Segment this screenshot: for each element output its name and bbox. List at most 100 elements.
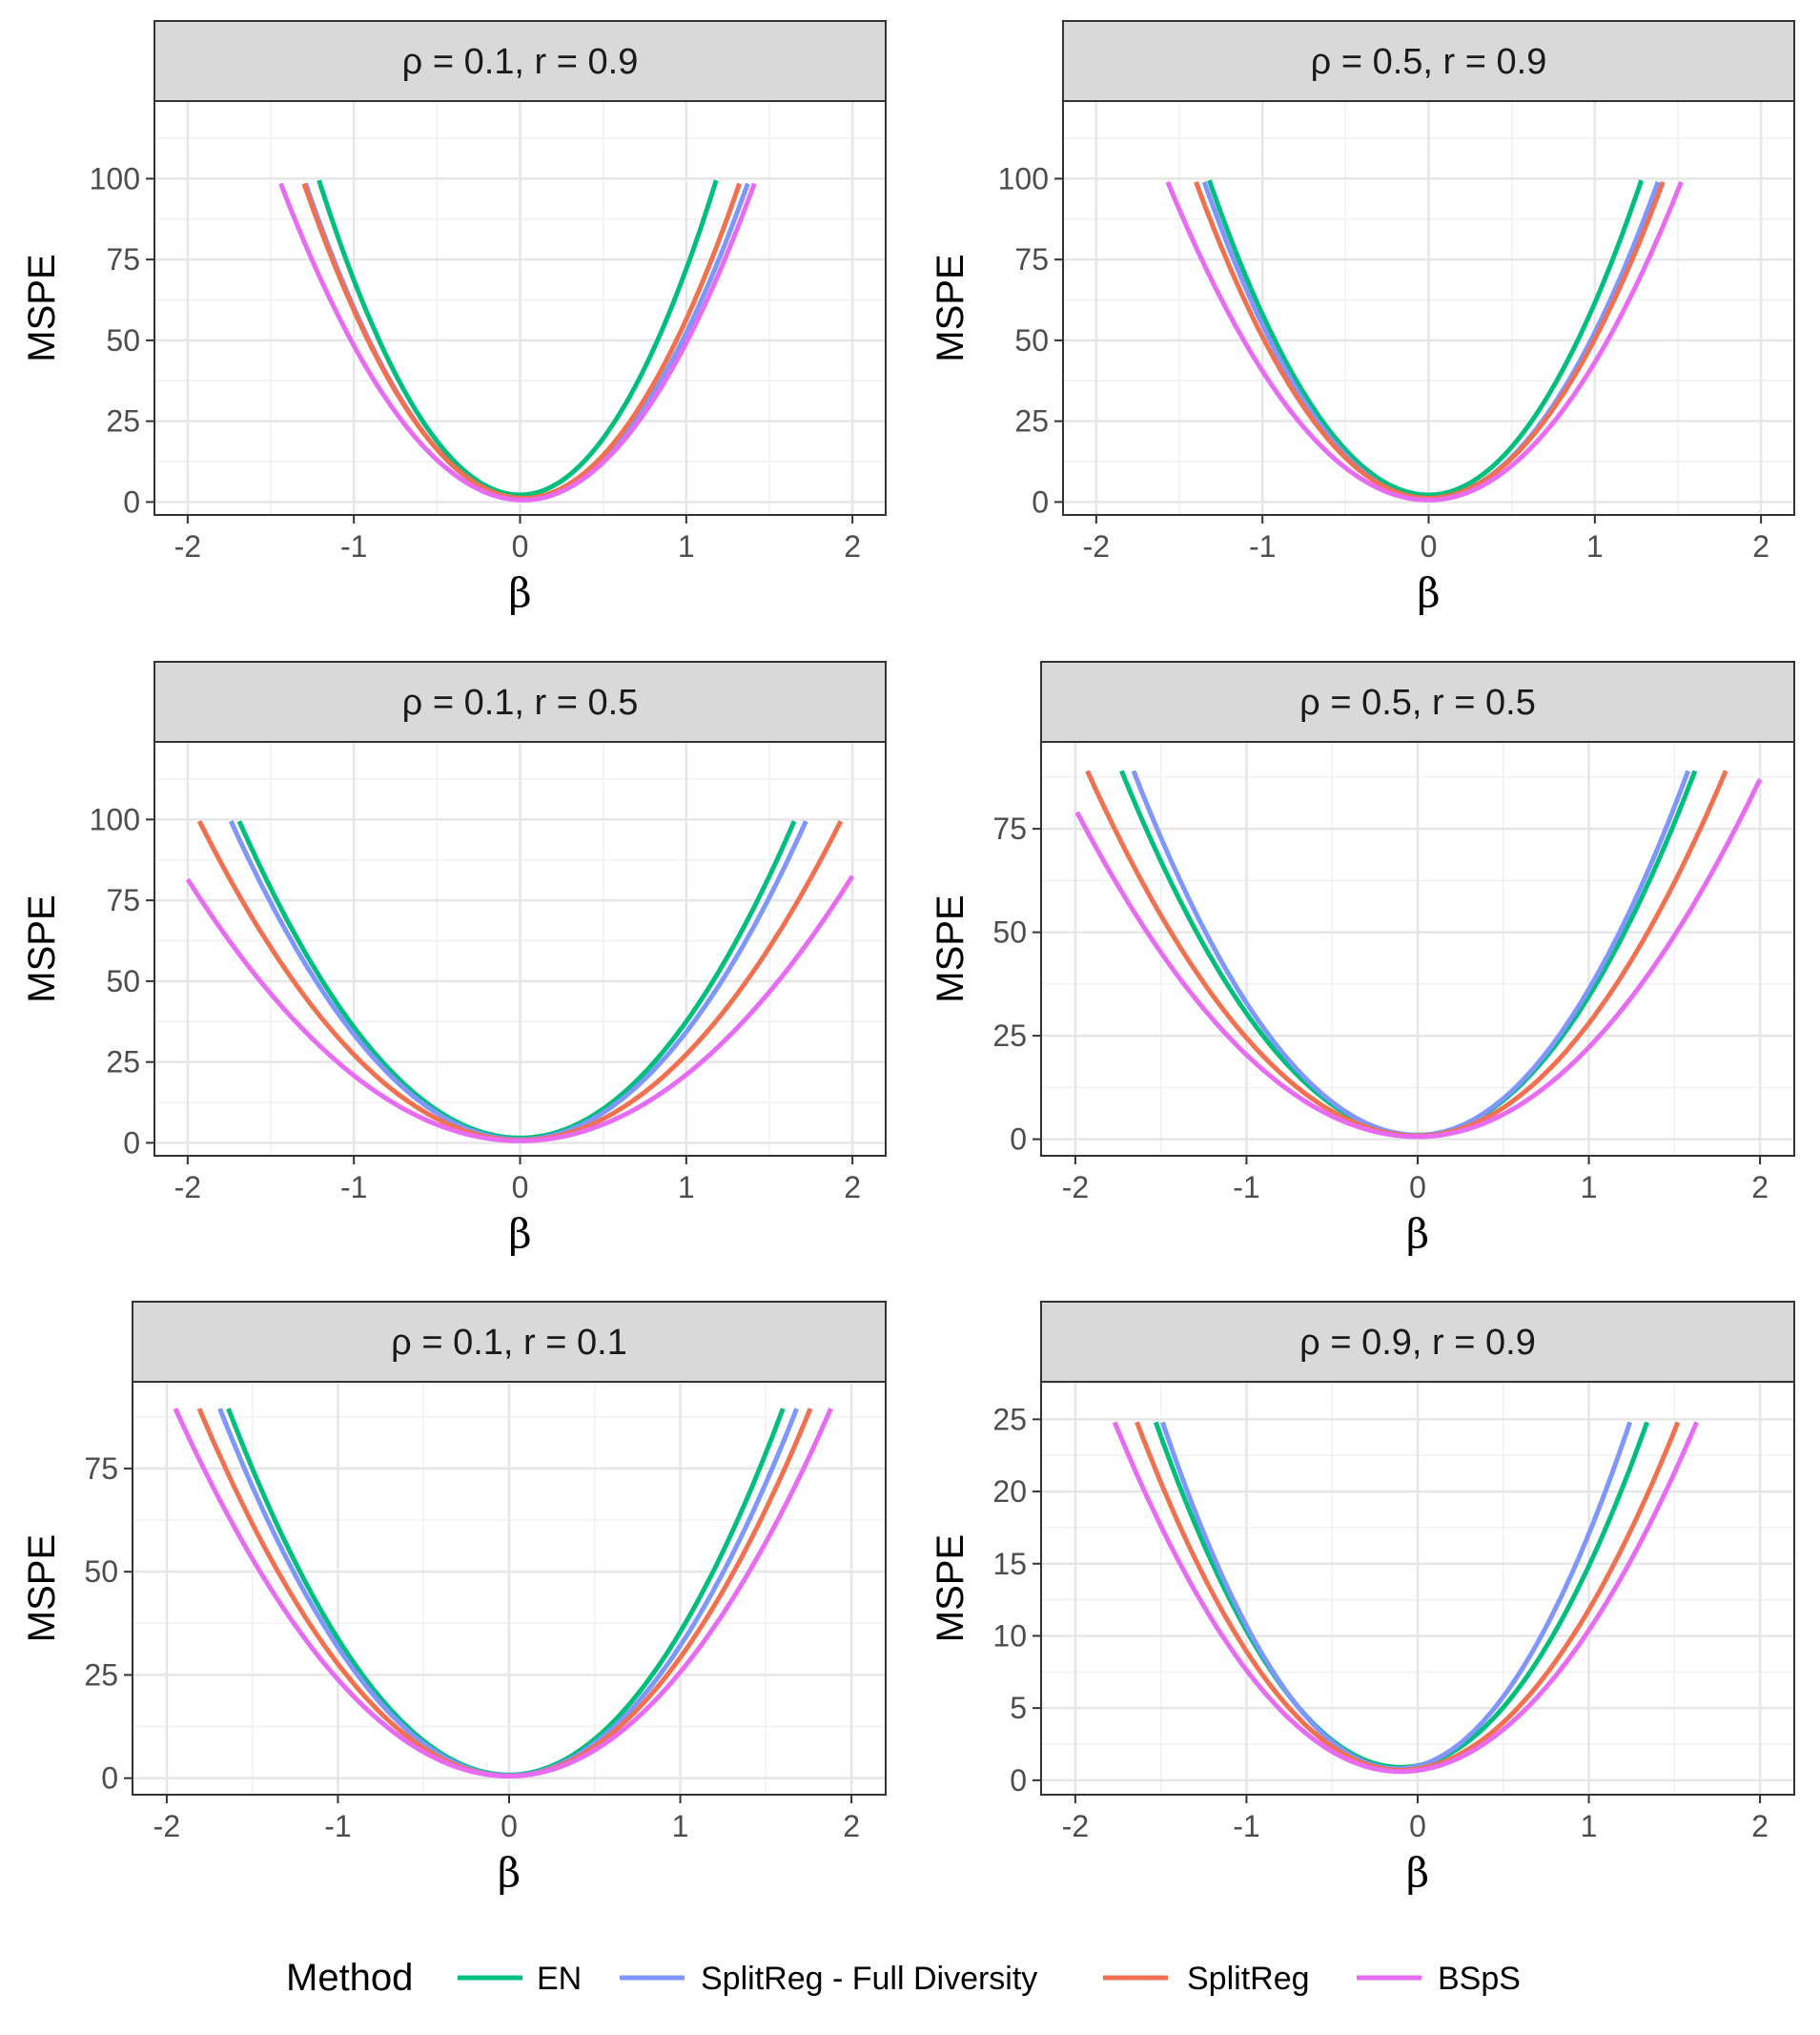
panel-title: ρ = 0.1, r = 0.5 xyxy=(402,683,639,723)
series-line-bsps xyxy=(1074,778,1763,1140)
y-tick-label: 50 xyxy=(1014,323,1049,358)
x-tick-label: 0 xyxy=(1421,529,1438,564)
y-tick-label: 25 xyxy=(1014,404,1049,439)
y-axis-title: MSPE xyxy=(930,1534,971,1642)
y-tick-label: 20 xyxy=(992,1474,1027,1509)
legend: Method EN SplitReg - Full Diversity Spli… xyxy=(286,1957,1521,1999)
x-tick-label: -1 xyxy=(1233,1809,1259,1843)
y-tick-label: 50 xyxy=(84,1554,118,1589)
y-tick-label: 25 xyxy=(106,1045,140,1079)
y-axis-title: MSPE xyxy=(930,894,971,1002)
y-tick-label: 75 xyxy=(992,812,1027,846)
x-tick-label: 2 xyxy=(844,529,861,564)
y-tick-label: 100 xyxy=(90,802,140,836)
x-tick-label: -2 xyxy=(1062,1170,1089,1204)
x-tick-label: 1 xyxy=(678,529,695,564)
series-line-bsps xyxy=(185,874,855,1143)
panel-border xyxy=(153,741,887,1157)
y-tick-label: 50 xyxy=(106,323,140,358)
panel-title: ρ = 0.5, r = 0.9 xyxy=(1311,42,1547,82)
panel-1: ρ = 0.1, r = 0.9 -2 -1 0 1 2 0 25 50 75 100 β MSPE xyxy=(21,20,887,616)
x-tick-label: 1 xyxy=(1586,529,1604,564)
y-tick-label: 75 xyxy=(106,883,140,917)
x-tick-label: -1 xyxy=(340,1170,367,1204)
x-axis-title: β xyxy=(1406,1210,1429,1257)
x-tick-label: -1 xyxy=(1249,529,1276,564)
x-tick-label: 1 xyxy=(1581,1809,1598,1843)
panel-strip xyxy=(1040,1301,1795,1383)
panel-4: ρ = 0.5, r = 0.5 -2 -1 0 1 2 0 25 50 75 β MSPE xyxy=(930,661,1795,1257)
x-axis-title: β xyxy=(498,1849,521,1896)
panel-strip xyxy=(153,20,887,102)
y-tick-label: 75 xyxy=(84,1451,118,1486)
x-tick-label: -1 xyxy=(324,1809,351,1843)
y-axis-title: MSPE xyxy=(21,894,63,1002)
x-axis-title: β xyxy=(508,1210,531,1257)
x-tick-label: 2 xyxy=(1751,1809,1769,1843)
x-tick-label: 1 xyxy=(672,1809,689,1843)
panel-title: ρ = 0.9, r = 0.9 xyxy=(1299,1323,1536,1363)
y-axis-title: MSPE xyxy=(930,254,971,361)
x-tick-label: -2 xyxy=(1062,1809,1089,1843)
y-axis-title: MSPE xyxy=(21,254,63,361)
panel-title: ρ = 0.1, r = 0.9 xyxy=(402,42,639,82)
x-tick-label: 1 xyxy=(1581,1170,1598,1204)
x-tick-label: -2 xyxy=(153,1809,180,1843)
legend-label-splitreg: SplitReg xyxy=(1187,1961,1310,1997)
x-axis-title: β xyxy=(508,569,531,616)
x-tick-label: -2 xyxy=(174,529,201,564)
y-tick-label: 100 xyxy=(90,161,140,195)
y-tick-label: 0 xyxy=(101,1761,118,1796)
x-tick-label: 2 xyxy=(844,1170,861,1204)
y-tick-label: 10 xyxy=(992,1618,1027,1653)
x-tick-label: -2 xyxy=(1083,529,1110,564)
series-line-bsps xyxy=(1112,1421,1699,1775)
series-line-en xyxy=(317,179,719,498)
panel-strip xyxy=(1062,20,1795,102)
y-tick-label: 25 xyxy=(106,404,140,439)
y-tick-label: 100 xyxy=(998,161,1049,195)
x-tick-label: 0 xyxy=(1409,1170,1426,1204)
y-tick-label: 25 xyxy=(992,1018,1027,1053)
x-tick-label: 0 xyxy=(1409,1809,1426,1843)
x-axis-title: β xyxy=(1406,1849,1429,1896)
series-line-bsps xyxy=(1165,180,1684,503)
panel-strip xyxy=(132,1301,887,1383)
panel-border xyxy=(1040,741,1795,1157)
panel-strip xyxy=(1040,661,1795,743)
y-tick-label: 25 xyxy=(84,1657,118,1692)
y-tick-label: 0 xyxy=(123,484,140,519)
y-tick-label: 25 xyxy=(992,1402,1027,1436)
x-tick-label: 2 xyxy=(1752,529,1769,564)
panel-border xyxy=(132,1381,887,1796)
y-tick-label: 0 xyxy=(1010,1122,1027,1157)
y-axis-title: MSPE xyxy=(21,1534,63,1642)
y-tick-label: 50 xyxy=(106,964,140,998)
x-tick-label: 1 xyxy=(678,1170,695,1204)
panel-5: ρ = 0.1, r = 0.1 -2 -1 0 1 2 0 25 50 75 β MSPE xyxy=(21,1301,887,1896)
panel-strip xyxy=(153,661,887,743)
series-line-en xyxy=(1207,179,1644,498)
panel-title: ρ = 0.1, r = 0.1 xyxy=(391,1323,627,1363)
x-tick-label: 0 xyxy=(512,1170,529,1204)
y-tick-label: 75 xyxy=(1014,242,1049,277)
y-tick-label: 0 xyxy=(123,1125,140,1160)
panel-title: ρ = 0.5, r = 0.5 xyxy=(1299,683,1536,723)
x-tick-label: -1 xyxy=(1233,1170,1259,1204)
x-tick-label: 0 xyxy=(501,1809,518,1843)
panel-2: ρ = 0.5, r = 0.9 -2 -1 0 1 2 0 25 50 75 100 β MSPE xyxy=(930,20,1795,616)
panel-border xyxy=(1040,1381,1795,1796)
x-axis-title: β xyxy=(1417,569,1440,616)
x-tick-label: 0 xyxy=(512,529,529,564)
x-tick-label: -1 xyxy=(340,529,367,564)
x-tick-label: -2 xyxy=(174,1170,201,1204)
y-tick-label: 50 xyxy=(992,915,1027,950)
y-tick-label: 15 xyxy=(992,1547,1027,1581)
y-tick-label: 75 xyxy=(106,242,140,277)
x-tick-label: 2 xyxy=(843,1809,860,1843)
legend-label-splitreg-full-diversity: SplitReg - Full Diversity xyxy=(701,1961,1037,1997)
legend-label-bsps: BSpS xyxy=(1438,1961,1521,1997)
x-tick-label: 2 xyxy=(1751,1170,1769,1204)
panel-3: ρ = 0.1, r = 0.5 -2 -1 0 1 2 0 25 50 75 100 β MSPE xyxy=(21,661,887,1257)
